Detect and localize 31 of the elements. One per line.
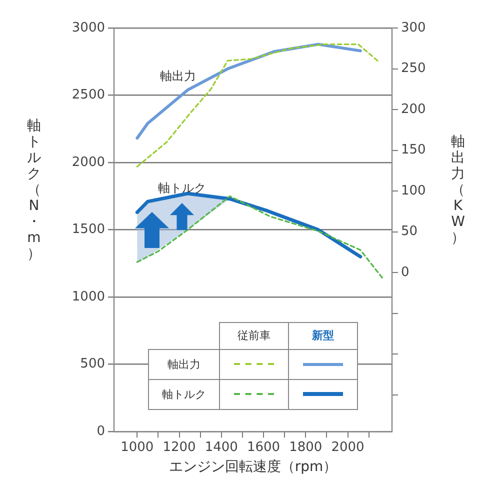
y2-tick-label: 200	[401, 102, 426, 117]
y2-tick-label: 0	[401, 264, 410, 280]
y-tick-label: 1500	[72, 222, 105, 238]
y-tick-label: 1000	[72, 289, 105, 304]
y2-tick-label: 300	[401, 20, 426, 36]
x-tick-label: 1400	[204, 440, 238, 455]
line-series	[136, 195, 384, 280]
y2-tick-label: 100	[401, 183, 426, 198]
line-series	[136, 44, 380, 168]
annotation: 軸トルク	[148, 379, 220, 410]
x-tick-label: 1600	[246, 440, 280, 455]
annotation: 軸出力	[148, 349, 220, 380]
y-tick-label: 3000	[72, 20, 105, 36]
annotation: 新型	[288, 322, 358, 350]
x-tick-label: 1200	[162, 440, 196, 455]
x-tick-label: 1000	[120, 440, 154, 455]
y2-tick-label: 150	[401, 142, 426, 158]
y2-tick-label: 250	[401, 61, 426, 76]
y-tick-label: 2000	[72, 154, 105, 170]
annotation: 軸トルク	[158, 180, 206, 197]
y2-axis-title: 軸出力（KW）	[450, 134, 466, 246]
y-tick-label: 0	[96, 424, 105, 439]
y2-tick-label: 50	[401, 224, 418, 240]
annotation: 従前車	[220, 322, 288, 350]
y-tick-label: 500	[80, 356, 105, 372]
text: 軸トルク（N・m）	[27, 118, 41, 262]
x-tick-label: 2000	[331, 440, 364, 455]
x-axis-title: エンジン回転速度（rpm）	[168, 459, 338, 476]
annotation: 軸出力	[160, 68, 196, 85]
y-tick-label: 2500	[72, 88, 105, 103]
x-tick-label: 1800	[289, 440, 322, 455]
